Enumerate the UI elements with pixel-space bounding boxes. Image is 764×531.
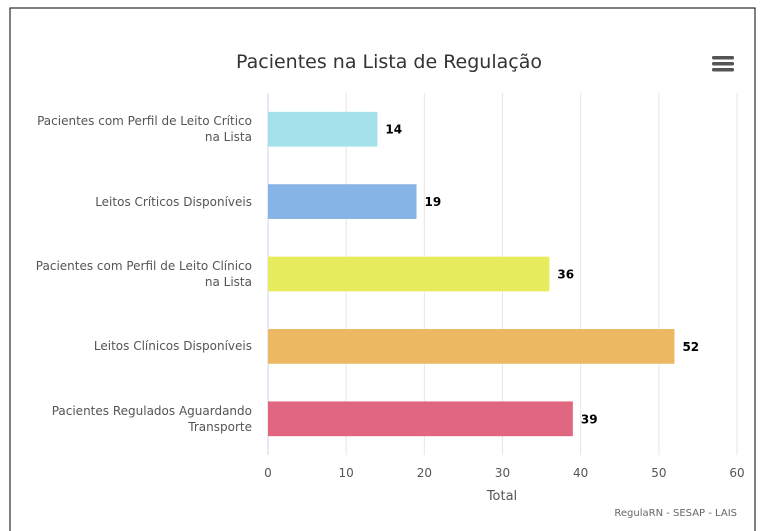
bar bbox=[268, 401, 573, 437]
x-tick-label: 10 bbox=[339, 466, 354, 480]
data-label: 14 bbox=[385, 123, 402, 137]
menu-bar bbox=[712, 62, 734, 66]
data-label: 19 bbox=[425, 195, 442, 209]
menu-bar bbox=[712, 68, 734, 72]
menu-button[interactable] bbox=[712, 56, 734, 72]
x-tick-label: 30 bbox=[495, 466, 510, 480]
bar bbox=[268, 256, 550, 292]
x-axis-title: Total bbox=[486, 489, 517, 504]
data-label: 52 bbox=[682, 340, 699, 354]
frame bbox=[9, 7, 756, 531]
x-tick-label: 40 bbox=[573, 466, 588, 480]
chart-title: Pacientes na Lista de Regulação bbox=[236, 51, 542, 73]
x-tick-label: 0 bbox=[264, 466, 272, 480]
data-label: 36 bbox=[557, 268, 574, 282]
bar bbox=[268, 111, 378, 147]
menu-bar bbox=[712, 56, 734, 60]
bar bbox=[268, 184, 417, 219]
data-label: 39 bbox=[581, 412, 598, 426]
x-tick-label: 60 bbox=[729, 466, 744, 480]
bar bbox=[268, 329, 675, 364]
y-tick-label: Leitos Críticos Disponíveis bbox=[95, 194, 252, 209]
x-tick-label: 20 bbox=[417, 466, 432, 480]
y-tick-label: Pacientes Regulados Aguardando Transport… bbox=[51, 403, 252, 434]
x-tick-label: 50 bbox=[651, 466, 666, 480]
y-tick-label: Pacientes com Perfil de Leito Clínico na… bbox=[35, 259, 252, 289]
credits: RegulaRN - SESAP - LAIS bbox=[614, 508, 737, 519]
y-tick-label: Leitos Clínicos Disponíveis bbox=[93, 339, 252, 354]
y-tick-label: Pacientes com Perfil de Leito Crítico na… bbox=[37, 114, 252, 145]
